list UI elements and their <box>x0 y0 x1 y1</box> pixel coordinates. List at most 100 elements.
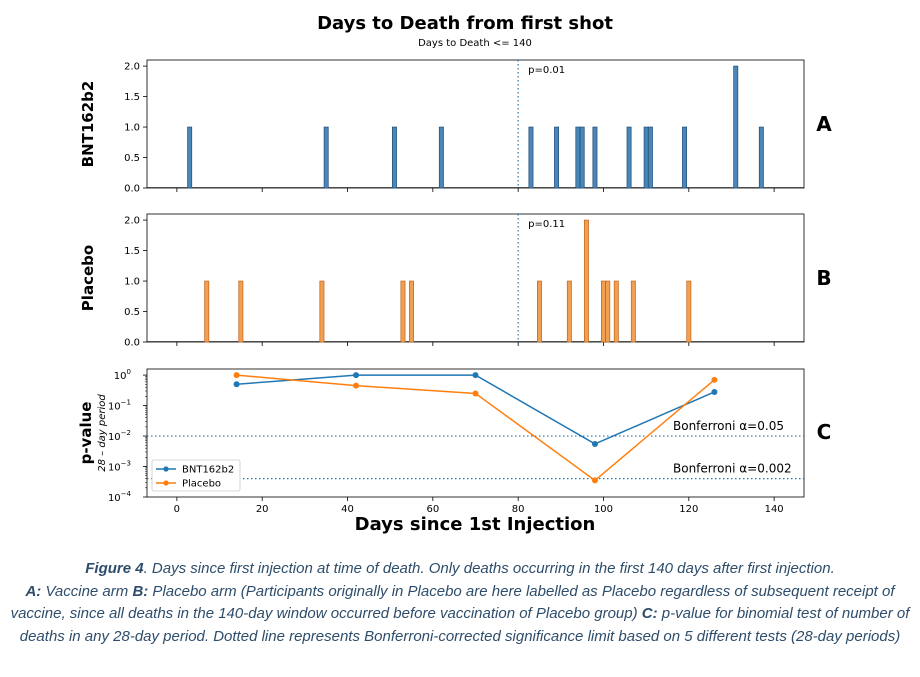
y-tick-label: 1.5 <box>124 92 140 103</box>
bar <box>566 280 572 343</box>
panel-a: 0.0 0.5 1.0 1.5 2.0 p=0.01 BNT162b2 A <box>79 59 832 195</box>
caption-b-text: Placebo arm (Participants originally in … <box>10 582 895 623</box>
bar <box>575 126 581 189</box>
bar <box>643 126 649 189</box>
caption-c-text: p-value for binomial test of number of d… <box>19 605 910 645</box>
bar <box>537 280 542 343</box>
bar <box>592 126 598 189</box>
bar <box>583 219 589 343</box>
x-tick-label: 0 <box>174 504 180 515</box>
p-value-annotation: p=0.11 <box>528 219 565 230</box>
data-point <box>591 477 598 484</box>
caption-line1: . Days since first injection at time of … <box>143 560 835 577</box>
bar <box>626 126 632 189</box>
legend-label: BNT162b2 <box>182 465 234 476</box>
bar <box>409 280 414 343</box>
y-tick-label: 10−1 <box>108 399 131 413</box>
panel-letter: A <box>816 112 832 136</box>
bar <box>238 280 244 343</box>
x-tick-label: 20 <box>256 504 269 515</box>
data-point <box>233 381 240 388</box>
y-tick-label: 0.0 <box>124 338 140 349</box>
bar <box>579 126 585 189</box>
y-axis-label: Placebo <box>79 245 97 311</box>
panel-letter: B <box>816 266 831 290</box>
x-tick-label: 40 <box>341 504 354 515</box>
bar <box>391 126 397 189</box>
series-line <box>236 374 715 445</box>
bar <box>630 280 636 343</box>
p-value-annotation: p=0.01 <box>528 65 565 76</box>
y-tick-label: 100 <box>114 368 131 382</box>
caption-a-text: Vaccine arm <box>41 582 133 600</box>
bonferroni-label: Bonferroni α=0.05 <box>673 419 784 433</box>
y-tick-exponent: −1 <box>121 399 131 407</box>
plot-frame <box>146 213 805 343</box>
chart-subtitle: Days to Death <= 140 <box>418 38 532 49</box>
legend-marker <box>163 480 169 486</box>
bar <box>647 126 653 189</box>
bar <box>204 280 210 343</box>
data-point <box>472 372 479 379</box>
bar <box>400 280 406 343</box>
x-tick-label: 140 <box>765 504 784 515</box>
caption-figure-label: Figure 4 <box>85 560 144 577</box>
y-tick-label: 0.0 <box>124 184 140 195</box>
x-tick-label: 100 <box>594 504 613 515</box>
x-tick-label: 120 <box>679 504 698 515</box>
data-point <box>591 440 598 447</box>
y-axis-sublabel: 28 – day period <box>97 394 108 472</box>
plot-frame <box>146 59 805 189</box>
data-point <box>353 372 360 379</box>
plot-frame <box>146 368 805 498</box>
caption-a-label: A: <box>25 582 42 600</box>
y-axis-label: p-value <box>77 402 95 465</box>
bar <box>601 280 606 343</box>
y-tick-label: 0.5 <box>124 307 140 318</box>
data-point <box>711 388 718 395</box>
y-tick-label: 10−3 <box>108 460 131 474</box>
y-tick-label: 10−2 <box>108 429 131 443</box>
y-tick-exponent: −4 <box>121 490 132 498</box>
bar <box>686 280 692 343</box>
bar <box>605 280 611 343</box>
caption-c-label: C: <box>641 605 658 622</box>
bar <box>682 126 687 189</box>
y-axis-label: BNT162b2 <box>79 81 97 168</box>
bar <box>438 126 444 189</box>
legend-marker <box>163 466 169 472</box>
bar <box>319 280 325 343</box>
data-point <box>472 390 479 397</box>
x-axis-label: Days since 1st Injection <box>355 514 596 535</box>
figure-caption: Figure 4. Days since first injection at … <box>0 558 920 648</box>
bar <box>613 280 619 343</box>
bar <box>554 126 560 189</box>
y-tick-exponent: 0 <box>127 368 131 376</box>
panel-letter: C <box>817 420 832 444</box>
data-point <box>353 382 360 389</box>
y-tick-label: 1.5 <box>124 246 140 257</box>
y-tick-exponent: −2 <box>121 429 131 437</box>
y-tick-label: 2.0 <box>124 62 140 73</box>
bonferroni-label: Bonferroni α=0.002 <box>673 462 792 476</box>
data-point <box>711 376 718 383</box>
bar <box>528 126 534 189</box>
bar <box>187 126 193 189</box>
data-point <box>233 372 240 379</box>
bar <box>323 126 329 189</box>
y-tick-label: 0.5 <box>124 153 140 164</box>
figure: Days to Death from first shot Days to De… <box>77 13 832 535</box>
x-tick-label: 60 <box>426 504 439 515</box>
y-tick-label: 1.0 <box>124 277 140 288</box>
panel-b: 0.0 0.5 1.0 1.5 2.0 p=0.11 Placebo B <box>79 213 832 349</box>
y-tick-label: 10−4 <box>108 490 132 504</box>
chart-title: Days to Death from first shot <box>317 13 613 34</box>
caption-b-label: B: <box>132 582 149 600</box>
panel-c: 100 10−1 10−2 10−3 10−4 0 20 40 60 80 100 120 140 Bon… <box>77 368 831 515</box>
bar <box>733 65 739 189</box>
y-tick-exponent: −3 <box>121 460 131 468</box>
y-tick-label: 2.0 <box>124 216 140 227</box>
y-tick-label: 1.0 <box>124 123 140 134</box>
bar <box>758 126 764 189</box>
legend-label: Placebo <box>182 479 221 490</box>
